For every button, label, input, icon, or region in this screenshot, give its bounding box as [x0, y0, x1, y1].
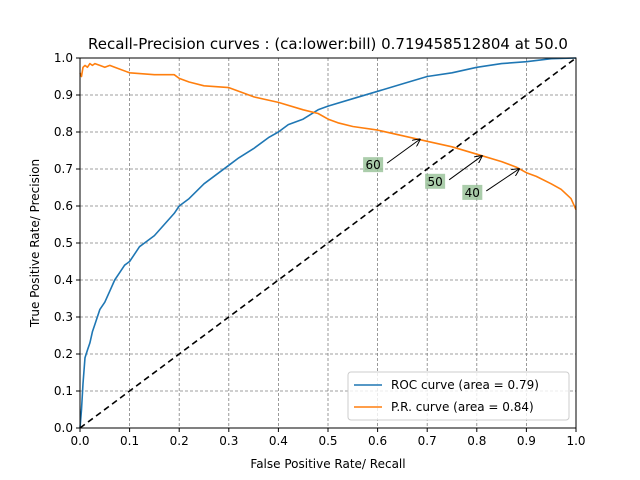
y-tick-label: 1.0 [54, 51, 73, 65]
x-axis-label: False Positive Rate/ Recall [250, 457, 405, 471]
y-tick-label: 0.7 [54, 162, 73, 176]
chance-diagonal-line [79, 57, 577, 429]
x-tick-label: 0.4 [269, 434, 288, 448]
curves [79, 57, 577, 429]
annotation-label: 50 [427, 175, 442, 189]
y-tick-label: 0.4 [54, 273, 73, 287]
x-tick-label: 0.1 [120, 434, 139, 448]
x-tick-label: 1.0 [566, 434, 585, 448]
legend: ROC curve (area = 0.79) P.R. curve (area… [347, 371, 570, 421]
x-tick-label: 0.3 [219, 434, 238, 448]
y-tick-label: 0.0 [54, 421, 73, 435]
annotation-box [462, 184, 483, 200]
legend-label-pr: P.R. curve (area = 0.84) [391, 400, 534, 414]
y-axis-label: True Positive Rate/ Precision [28, 159, 42, 328]
annotation-label: 40 [465, 186, 480, 200]
y-axis-ticks: 0.0 0.1 0.2 0.3 0.4 0.5 0.6 0.7 0.8 0.9 1.0 [54, 51, 80, 435]
annotation-label: 60 [365, 158, 380, 172]
y-tick-label: 0.3 [54, 310, 73, 324]
annotation-box [363, 157, 384, 173]
annotation-arrow [448, 156, 482, 181]
x-tick-label: 0.0 [70, 434, 89, 448]
x-tick-label: 0.6 [368, 434, 387, 448]
annotations: 60 50 40 [363, 139, 519, 200]
x-tick-label: 0.7 [418, 434, 437, 448]
y-tick-label: 0.9 [54, 88, 73, 102]
roc-curve-line [79, 57, 577, 429]
annotation-arrow [386, 139, 420, 164]
x-tick-label: 0.9 [517, 434, 536, 448]
y-tick-label: 0.1 [54, 384, 73, 398]
y-tick-label: 0.6 [54, 199, 73, 213]
x-axis-ticks: 0.0 0.1 0.2 0.3 0.4 0.5 0.6 0.7 0.8 0.9 1.0 [70, 428, 586, 448]
legend-box [347, 371, 570, 421]
annotation-box [425, 173, 446, 189]
y-tick-label: 0.8 [54, 125, 73, 139]
x-tick-label: 0.8 [467, 434, 486, 448]
grid [80, 58, 576, 428]
annotation-arrow [486, 169, 519, 192]
pr-curve-line [79, 62, 577, 211]
chart-title: Recall-Precision curves : (ca:lower:bill… [88, 35, 568, 53]
x-tick-label: 0.2 [170, 434, 189, 448]
y-tick-label: 0.2 [54, 347, 73, 361]
x-tick-label: 0.5 [318, 434, 337, 448]
y-tick-label: 0.5 [54, 236, 73, 250]
legend-label-roc: ROC curve (area = 0.79) [391, 378, 539, 392]
